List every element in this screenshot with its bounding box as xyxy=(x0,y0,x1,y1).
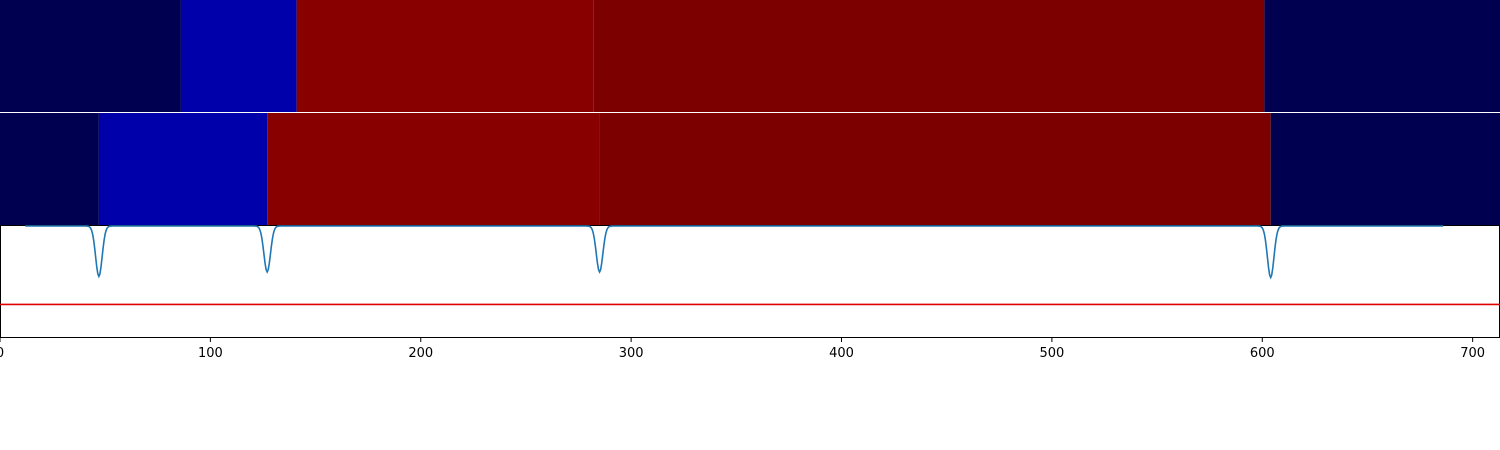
segmentation-row-2 xyxy=(0,113,1500,225)
segment-2-3 xyxy=(267,113,600,225)
x-tick-label-700: 700 xyxy=(1460,346,1485,361)
x-tick-label-0: 0 xyxy=(0,346,4,361)
boundary-score-line xyxy=(25,225,1444,280)
x-tick-label-500: 500 xyxy=(1039,346,1064,361)
x-tick-label-100: 100 xyxy=(198,346,223,361)
segment-1-3 xyxy=(296,0,594,112)
x-tick-label-300: 300 xyxy=(619,346,644,361)
score-panel-frame xyxy=(0,225,1500,338)
segment-2-2 xyxy=(98,113,268,225)
segment-1-4 xyxy=(593,0,1265,112)
segment-1-2 xyxy=(180,0,297,112)
segment-1-5 xyxy=(1264,0,1500,112)
x-tick-label-400: 400 xyxy=(829,346,854,361)
x-tick-label-200: 200 xyxy=(408,346,433,361)
segment-2-4 xyxy=(599,113,1271,225)
x-axis: 0 100 200 300 400 500 600 700 xyxy=(0,338,1485,361)
x-tick-label-600: 600 xyxy=(1250,346,1275,361)
score-panel xyxy=(0,225,1500,338)
segmentation-row-1 xyxy=(0,0,1500,112)
segment-1-1 xyxy=(0,0,181,112)
segment-2-1 xyxy=(0,113,99,225)
segment-2-5 xyxy=(1270,113,1500,225)
